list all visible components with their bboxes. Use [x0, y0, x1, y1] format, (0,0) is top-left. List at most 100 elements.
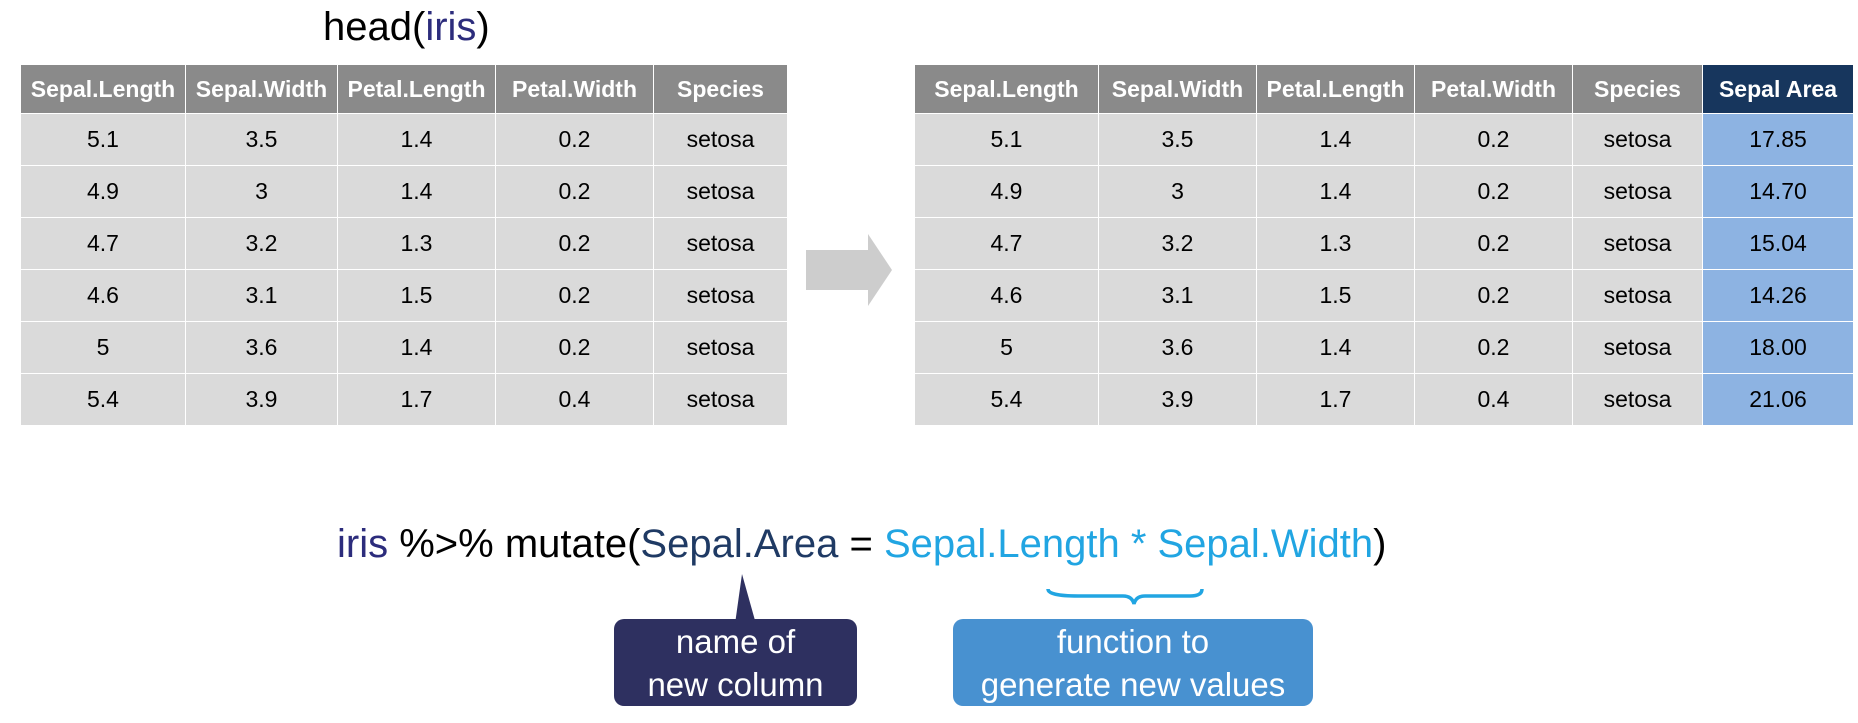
table-cell: 18.00: [1702, 321, 1854, 374]
table-cell: 5.4: [914, 373, 1099, 426]
table-cell: 21.06: [1702, 373, 1854, 426]
table-cell: 3.5: [185, 113, 338, 166]
table-cell: setosa: [1572, 217, 1703, 270]
table-row: 4.9 3 1.4 0.2 setosa: [20, 165, 788, 218]
callout-name-line2: new column: [647, 665, 824, 703]
table-row: 5.1 3.5 1.4 0.2 setosa: [20, 113, 788, 166]
table-row: 4.9 3 1.4 0.2 setosa 14.70: [914, 165, 1854, 218]
name-callout-pointer: [735, 574, 756, 624]
code-dataframe: iris: [337, 522, 389, 566]
table-cell: 1.7: [1256, 373, 1415, 426]
table-row: 5.4 3.9 1.7 0.4 setosa 21.06: [914, 373, 1854, 426]
table-row: 5 3.6 1.4 0.2 setosa: [20, 321, 788, 374]
table-cell: setosa: [653, 269, 788, 322]
table-cell: setosa: [653, 217, 788, 270]
table-cell: 0.4: [495, 373, 654, 426]
table-cell: 0.2: [495, 217, 654, 270]
table-cell: 4.7: [914, 217, 1099, 270]
table-cell: 3.2: [1098, 217, 1257, 270]
table-cell: 5.1: [20, 113, 186, 166]
table-cell: 5.1: [914, 113, 1099, 166]
table-row: 5.1 3.5 1.4 0.2 setosa 17.85: [914, 113, 1854, 166]
table-cell: setosa: [1572, 113, 1703, 166]
table-cell: 4.9: [20, 165, 186, 218]
table-cell: setosa: [653, 165, 788, 218]
title-close-paren: ): [476, 5, 490, 49]
table-cell: 0.2: [1414, 113, 1573, 166]
table-row: 4.6 3.1 1.5 0.2 setosa 14.26: [914, 269, 1854, 322]
table-cell: 3: [1098, 165, 1257, 218]
table-cell: 0.2: [495, 113, 654, 166]
table-cell: 1.4: [337, 321, 496, 374]
table-row: 5 3.6 1.4 0.2 setosa 18.00: [914, 321, 1854, 374]
table-cell: 3.9: [185, 373, 338, 426]
table-cell: setosa: [653, 321, 788, 374]
table-cell: setosa: [653, 373, 788, 426]
table-cell: 1.4: [1256, 165, 1415, 218]
mutate-code-line: iris %>% mutate(Sepal.Area = Sepal.Lengt…: [337, 518, 1386, 570]
table-cell: 5: [914, 321, 1099, 374]
table-cell: 1.3: [337, 217, 496, 270]
table-cell: 4.7: [20, 217, 186, 270]
table-cell: 0.2: [1414, 269, 1573, 322]
expression-brace-icon: [1046, 588, 1204, 605]
table-cell: 1.4: [1256, 321, 1415, 374]
callout-name-line1: name of: [675, 622, 796, 660]
table-cell: 0.2: [495, 321, 654, 374]
table-cell: setosa: [1572, 165, 1703, 218]
arrow-right-icon: [806, 234, 892, 306]
table-cell: 14.70: [1702, 165, 1854, 218]
iris-input-table: Sepal.Length Sepal.Width Petal.Length Petal…: [20, 64, 788, 426]
code-equals: =: [838, 522, 884, 566]
column-header: Petal.Length: [1256, 64, 1415, 114]
column-header: Species: [653, 64, 788, 114]
column-header: Petal.Length: [337, 64, 496, 114]
code-new-column-name: Sepal.Area: [640, 522, 839, 566]
column-header: Sepal.Length: [914, 64, 1099, 114]
table-cell: 1.4: [337, 165, 496, 218]
table-cell: 3.1: [1098, 269, 1257, 322]
column-header: Sepal.Width: [1098, 64, 1257, 114]
table-cell: 0.4: [1414, 373, 1573, 426]
code-pipe-mutate: %>% mutate(: [388, 522, 641, 566]
column-header: Sepal Area: [1702, 64, 1854, 114]
table-cell: 14.26: [1702, 269, 1854, 322]
head-iris-title: head(iris): [323, 2, 490, 52]
table-cell: 4.6: [914, 269, 1099, 322]
title-function: head(: [323, 5, 426, 49]
iris-mutated-table: Sepal.Length Sepal.Width Petal.Length Petal…: [914, 64, 1854, 426]
table-row: 5.4 3.9 1.7 0.4 setosa: [20, 373, 788, 426]
callout-func-line1: function to: [1056, 622, 1210, 660]
table-cell: 5: [20, 321, 186, 374]
table-cell: 15.04: [1702, 217, 1854, 270]
table-cell: 0.2: [1414, 165, 1573, 218]
table-cell: 1.5: [1256, 269, 1415, 322]
table-cell: 1.5: [337, 269, 496, 322]
table-cell: setosa: [1572, 269, 1703, 322]
table-cell: 0.2: [1414, 321, 1573, 374]
table-cell: 1.3: [1256, 217, 1415, 270]
callout-func-line2: generate new values: [980, 665, 1286, 703]
column-header: Petal.Width: [495, 64, 654, 114]
table-row: 4.7 3.2 1.3 0.2 setosa: [20, 217, 788, 270]
column-header: Species: [1572, 64, 1703, 114]
table-cell: setosa: [1572, 373, 1703, 426]
table-cell: 3.6: [1098, 321, 1257, 374]
table-cell: 1.4: [1256, 113, 1415, 166]
table-cell: 3.5: [1098, 113, 1257, 166]
name-of-new-column-callout: name of new column: [614, 619, 857, 706]
table-cell: setosa: [653, 113, 788, 166]
table-cell: 1.7: [337, 373, 496, 426]
table-cell: 17.85: [1702, 113, 1854, 166]
title-argument: iris: [425, 5, 477, 49]
table-header-row: Sepal.Length Sepal.Width Petal.Length Petal…: [914, 64, 1854, 114]
table-cell: 3.9: [1098, 373, 1257, 426]
table-cell: 3.1: [185, 269, 338, 322]
table-row: 4.7 3.2 1.3 0.2 setosa 15.04: [914, 217, 1854, 270]
table-header-row: Sepal.Length Sepal.Width Petal.Length Petal…: [20, 64, 788, 114]
column-header: Petal.Width: [1414, 64, 1573, 114]
table-cell: 0.2: [495, 165, 654, 218]
code-close-paren: ): [1373, 522, 1387, 566]
table-cell: 3: [185, 165, 338, 218]
